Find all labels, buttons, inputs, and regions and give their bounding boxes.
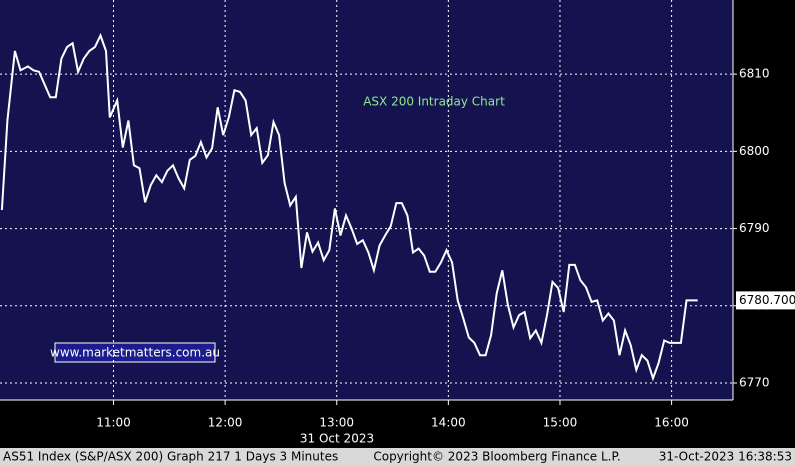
plot-area (0, 0, 733, 400)
last-value-label: 6780.700 (739, 293, 795, 307)
x-tick-label: 11:00 (96, 416, 131, 430)
date-label: 31 Oct 2023 (300, 432, 374, 446)
x-tick-label: 13:00 (319, 416, 354, 430)
y-tick-label: 6790 (739, 221, 770, 235)
footer-right: 31-Oct-2023 16:38:53 (659, 450, 792, 464)
footer-bar (0, 448, 795, 466)
footer-left: AS51 Index (S&P/ASX 200) Graph 217 1 Day… (3, 450, 338, 464)
x-tick-label: 15:00 (543, 416, 578, 430)
watermark-box (54, 342, 216, 363)
y-tick-label: 6800 (739, 144, 770, 158)
x-tick-label: 12:00 (208, 416, 243, 430)
last-value-box (736, 291, 795, 310)
y-tick-label: 6810 (739, 67, 770, 81)
watermark: www.marketmatters.com.au (50, 346, 220, 360)
x-tick-label: 14:00 (431, 416, 466, 430)
y-tick-label: 6770 (739, 376, 770, 390)
chart-title: ASX 200 Intraday Chart (363, 95, 505, 109)
x-tick-label: 16:00 (654, 416, 689, 430)
price-line (0, 32, 698, 382)
footer-center: Copyright© 2023 Bloomberg Finance L.P. (373, 450, 620, 464)
